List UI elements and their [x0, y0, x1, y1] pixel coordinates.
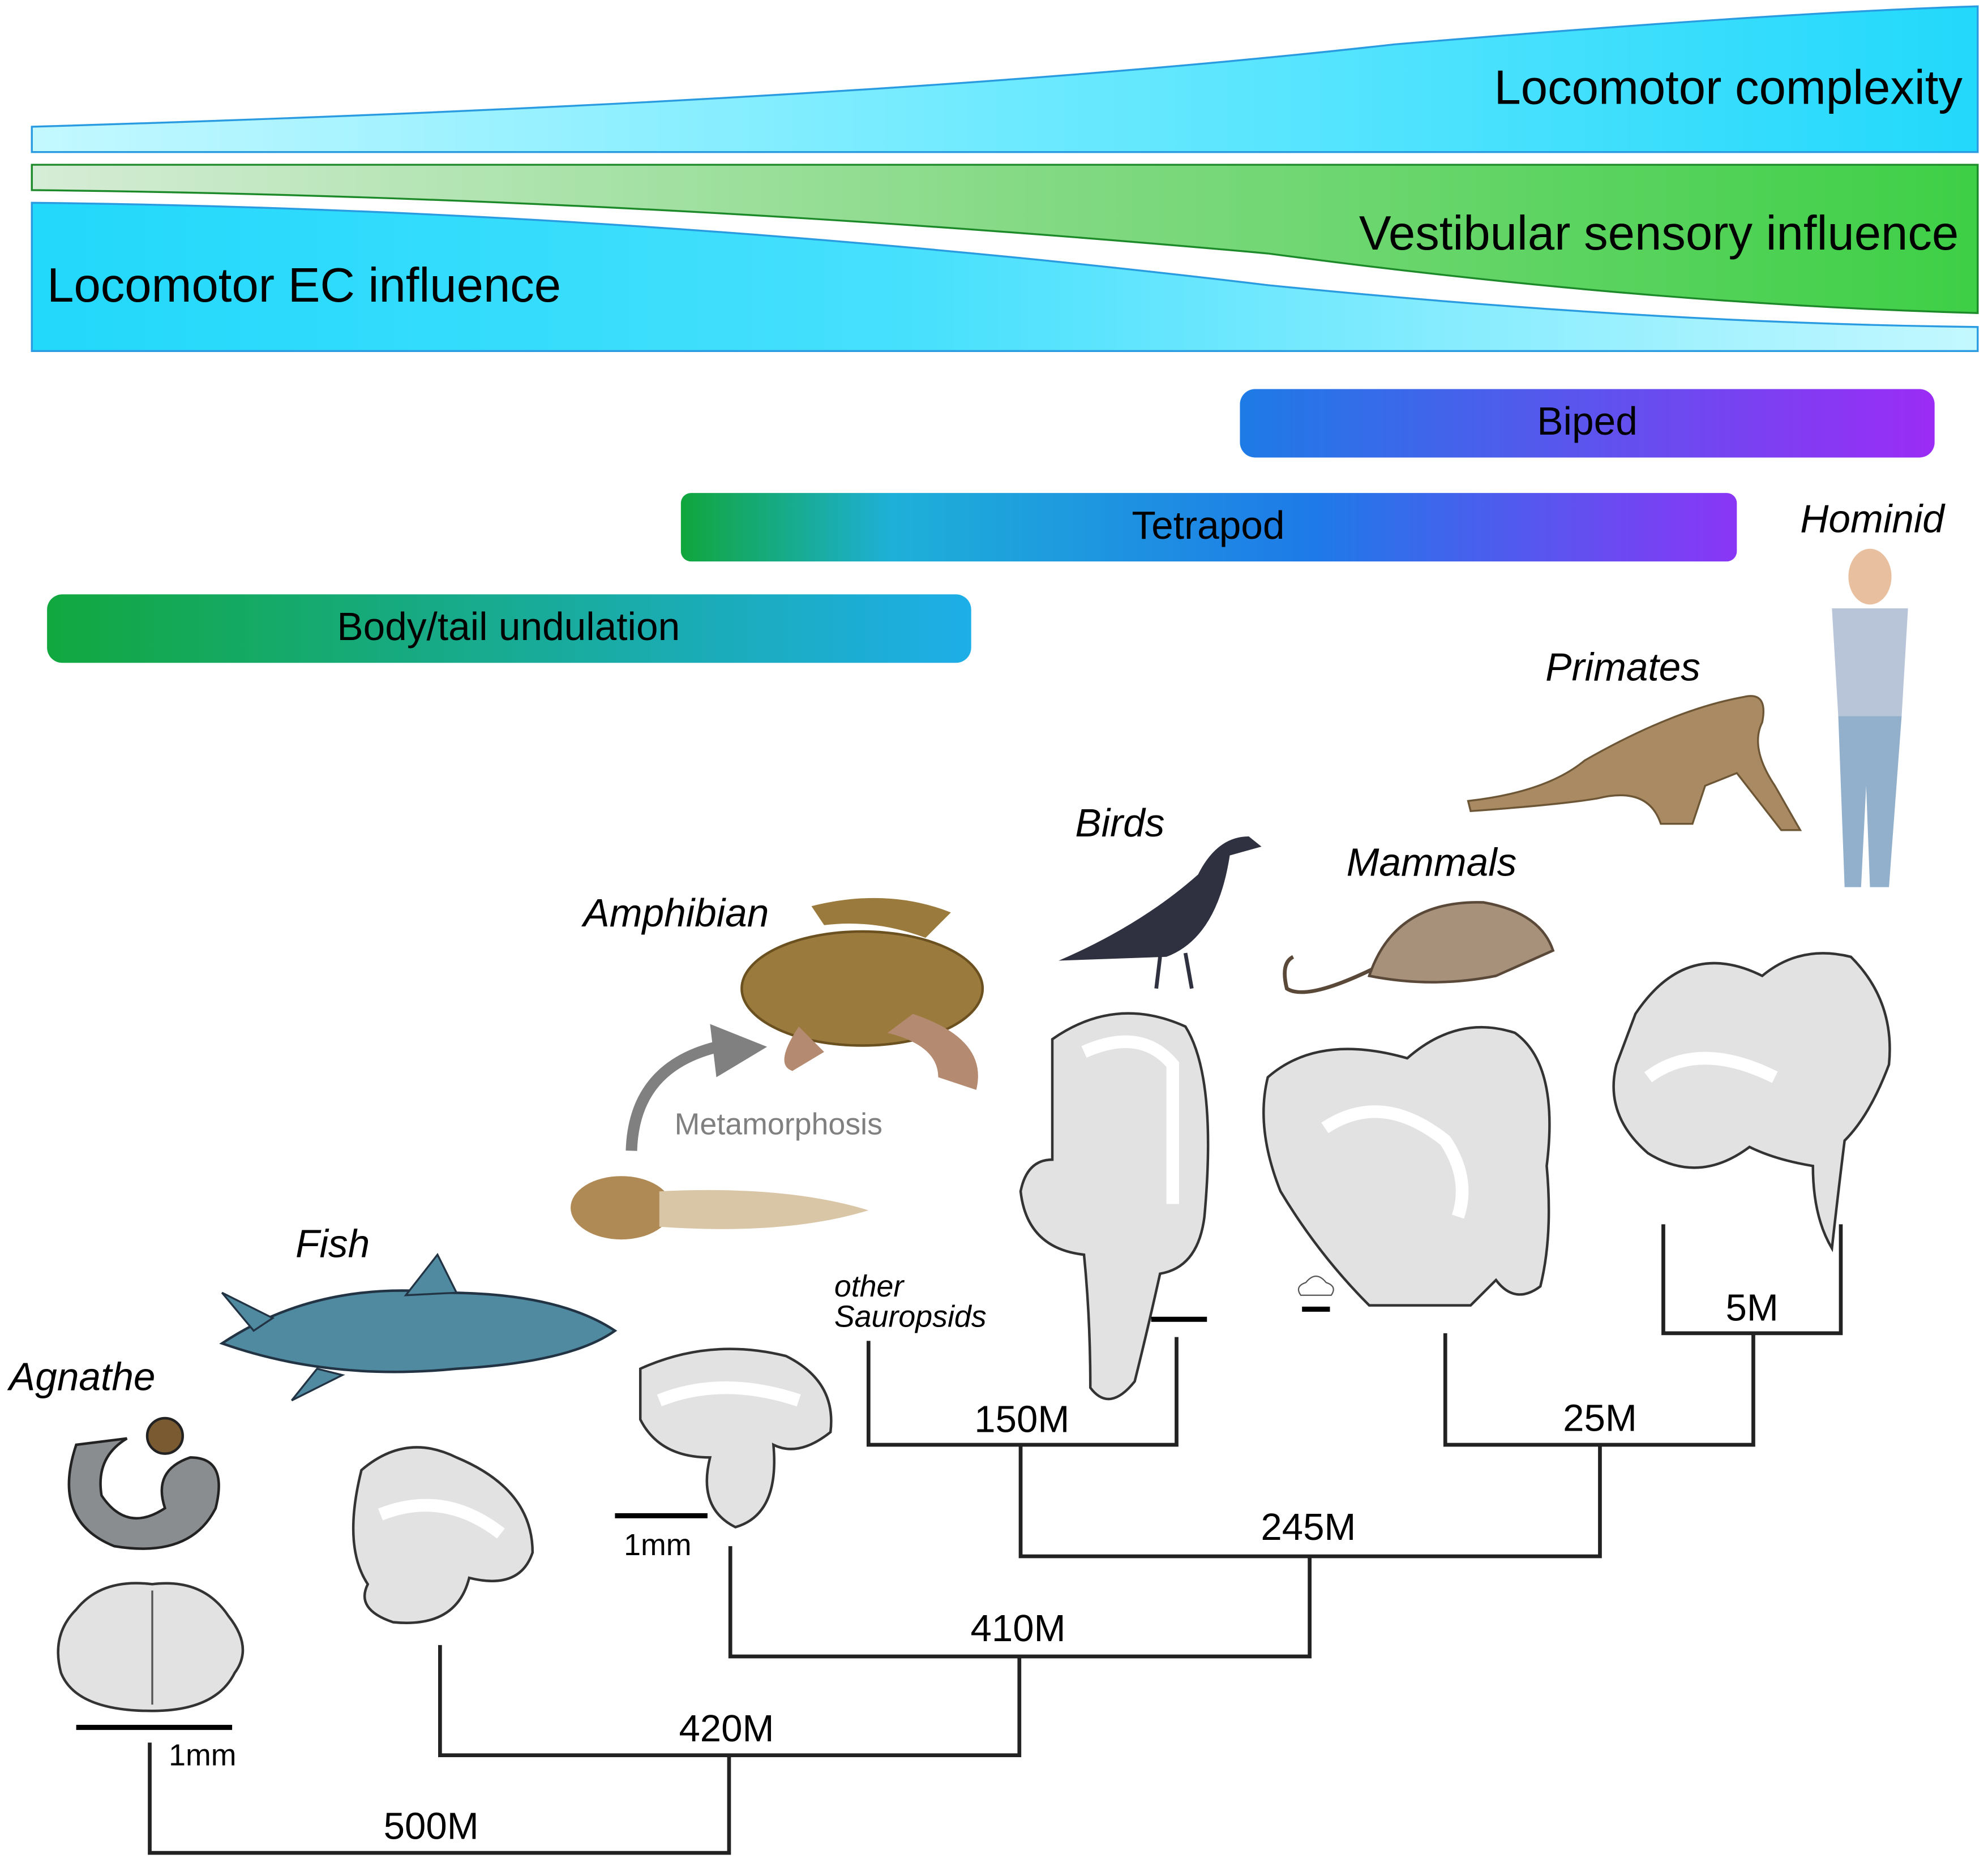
branch-5m — [1661, 1224, 1843, 1336]
divergence-500m: 500M — [384, 1805, 479, 1847]
divergence-420m: 420M — [679, 1707, 774, 1750]
locomotor-ec-label: Locomotor EC influence — [47, 259, 561, 312]
locomotor-complexity-band — [31, 5, 1979, 153]
taxon-other-sauropsids-line1: other — [834, 1269, 905, 1303]
agnathe-brain-drawing — [57, 1582, 245, 1712]
metamorphosis-arrowhead — [710, 1024, 768, 1078]
tadpole-illustration — [571, 1176, 869, 1240]
crow-illustration — [1059, 836, 1262, 989]
mammal-brain-icon — [1297, 1276, 1334, 1296]
divergence-5m: 5M — [1726, 1287, 1779, 1329]
branch-245m — [1018, 1444, 1602, 1559]
taxon-mammals: Mammals — [1347, 840, 1517, 884]
metamorphosis-label: Metamorphosis — [675, 1107, 882, 1141]
branch-500m — [148, 1742, 731, 1855]
divergence-410m: 410M — [971, 1607, 1066, 1650]
bird-inner-ear-drawing — [1019, 1012, 1210, 1401]
amphibian-inner-ear-drawing — [639, 1347, 833, 1529]
locomotor-ec-band — [31, 201, 1979, 353]
taxon-primates: Primates — [1545, 645, 1700, 689]
lamprey-illustration — [67, 1416, 220, 1550]
branch-410m — [728, 1546, 1312, 1659]
taxon-other-sauropsids-line2: Sauropsids — [834, 1300, 987, 1334]
divergence-245m: 245M — [1261, 1506, 1356, 1548]
mammal-inner-ear-drawing — [1262, 1025, 1551, 1307]
biped-label: Biped — [1537, 399, 1638, 443]
biped-bar — [1240, 389, 1935, 458]
body-tail-undulation-label: Body/tail undulation — [337, 604, 680, 649]
vestibular-sensory-label: Vestibular sensory influence — [1359, 207, 1959, 260]
branch-150m — [866, 1337, 1179, 1447]
taxon-fish: Fish — [295, 1222, 370, 1266]
tetrapod-bar — [680, 493, 1737, 562]
coelacanth-illustration — [219, 1252, 618, 1402]
human-illustration — [1832, 548, 1908, 887]
taxon-agnathe: Agnathe — [7, 1355, 156, 1399]
scale-label-amphibian: 1mm — [624, 1528, 691, 1562]
divergence-25m: 25M — [1563, 1397, 1637, 1439]
primate-inner-ear-drawing — [1612, 952, 1891, 1252]
mouse-illustration — [1283, 901, 1555, 994]
taxon-birds: Birds — [1075, 801, 1164, 845]
body-tail-undulation-bar — [47, 594, 971, 663]
scale-label-agnathe: 1mm — [169, 1738, 236, 1772]
locomotor-complexity-label: Locomotor complexity — [1494, 61, 1963, 115]
fish-inner-ear-drawing — [352, 1446, 534, 1624]
vestibular-sensory-band — [31, 164, 1979, 314]
tetrapod-label: Tetrapod — [1132, 503, 1284, 547]
metamorphosis-arrow — [625, 1040, 724, 1151]
divergence-150m: 150M — [974, 1398, 1069, 1441]
branch-420m — [438, 1645, 1022, 1758]
frog-illustration — [740, 898, 984, 1090]
branch-25m — [1443, 1333, 1755, 1447]
phylogenetic-tree — [148, 1224, 1843, 1855]
monkey-illustration — [1467, 695, 1802, 831]
taxon-hominid: Hominid — [1800, 497, 1946, 541]
taxon-amphibian: Amphibian — [581, 891, 769, 935]
